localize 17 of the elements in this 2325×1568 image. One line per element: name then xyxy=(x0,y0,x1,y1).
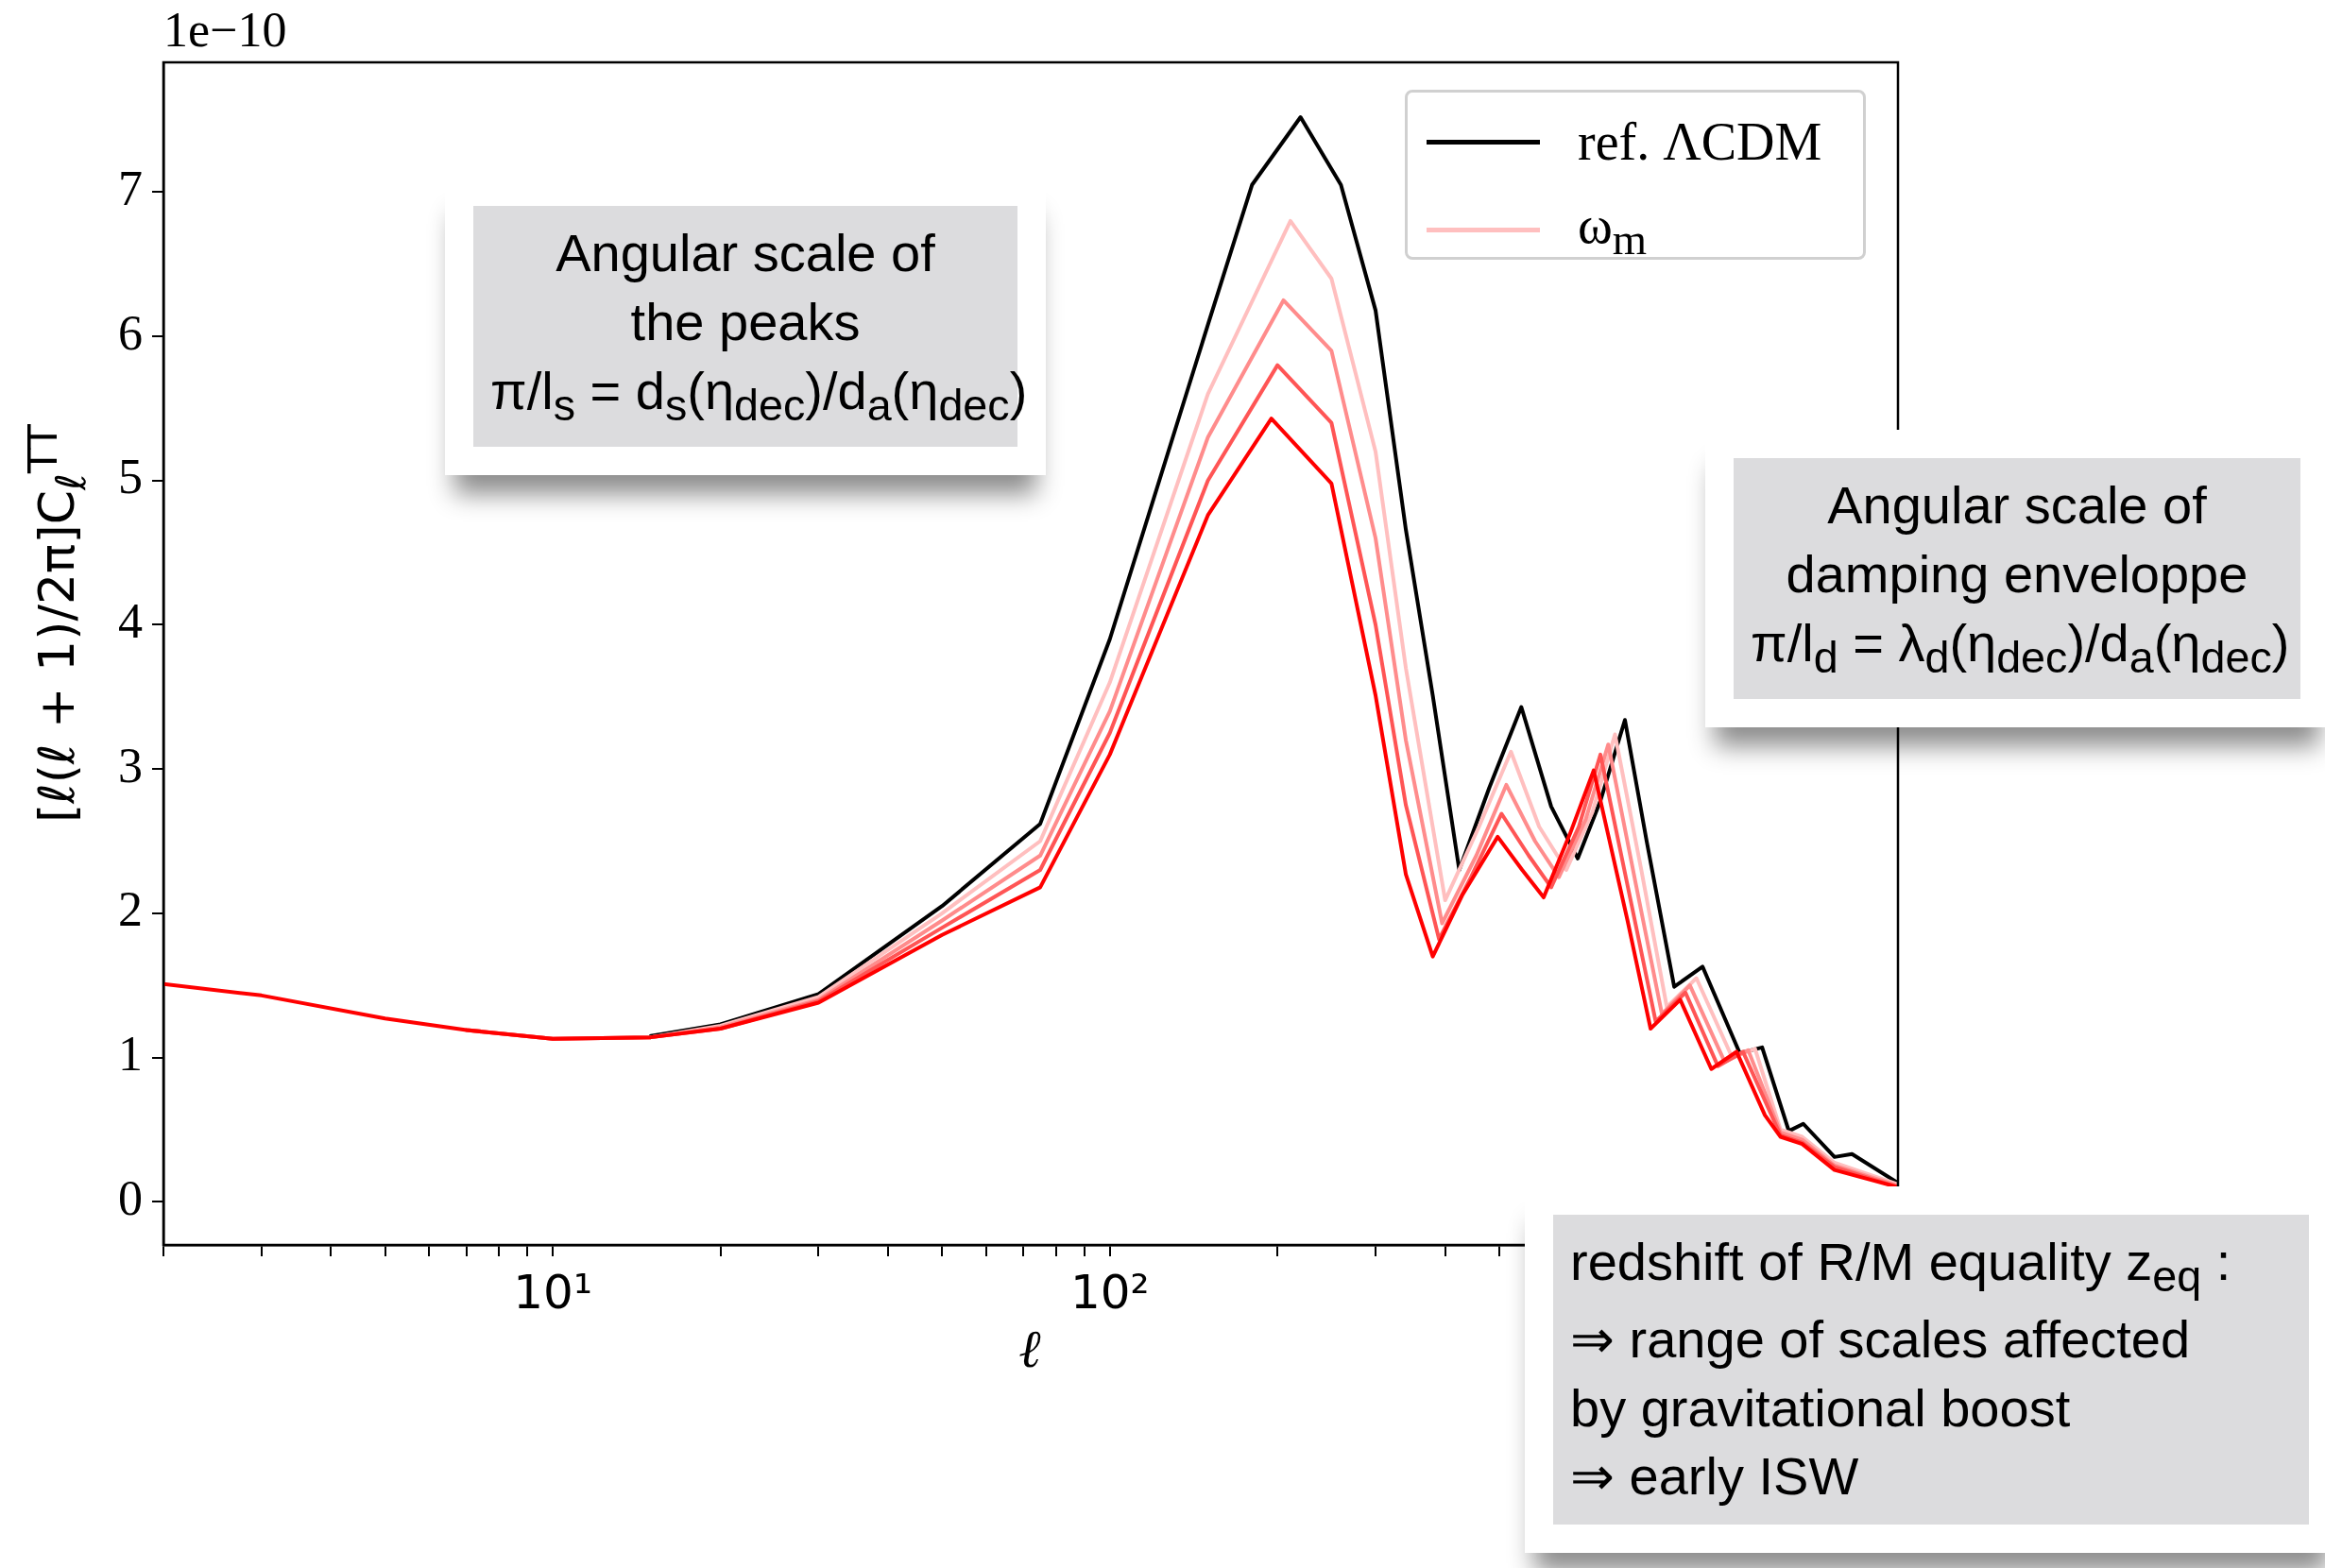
y-tick-label: 2 xyxy=(118,882,143,937)
y-tick-label: 6 xyxy=(118,305,143,360)
x-axis-title: ℓ xyxy=(1017,1318,1042,1379)
y-tick-label: 1 xyxy=(118,1027,143,1082)
text: 1e−10 xyxy=(163,2,287,58)
text: Angular scale of the peaks π/l$_{s}$ = d$_{s}$(η$_{dec}$)/d$_{a}$(η$_{dec}$) xyxy=(490,223,1028,430)
x-tick-label: 10¹ xyxy=(513,1264,592,1320)
text: Angular scale of damping enveloppe π/l$_{d}$ = λ$_{d}$(η$_{dec}$)/d$_{a}$(η$_{dec}$) xyxy=(1751,475,2290,682)
legend-label: ref. ΛCDM xyxy=(1578,111,1822,172)
y-tick-label: 5 xyxy=(118,450,143,504)
x-tick-label: 10² xyxy=(1069,1264,1150,1320)
y-tick-label: 0 xyxy=(118,1170,143,1225)
legend-label: ω$_{m}$ xyxy=(1578,195,1648,265)
y-tick-label: 7 xyxy=(118,162,143,216)
annotation: redshift of R/M equality z$_{eq}$ : ⇒ range of scales affected by gravitational boost ⇒ early ISW xyxy=(1570,1231,2232,1508)
y-tick-label: 4 xyxy=(118,594,143,649)
y-tick-label: 3 xyxy=(118,738,143,793)
